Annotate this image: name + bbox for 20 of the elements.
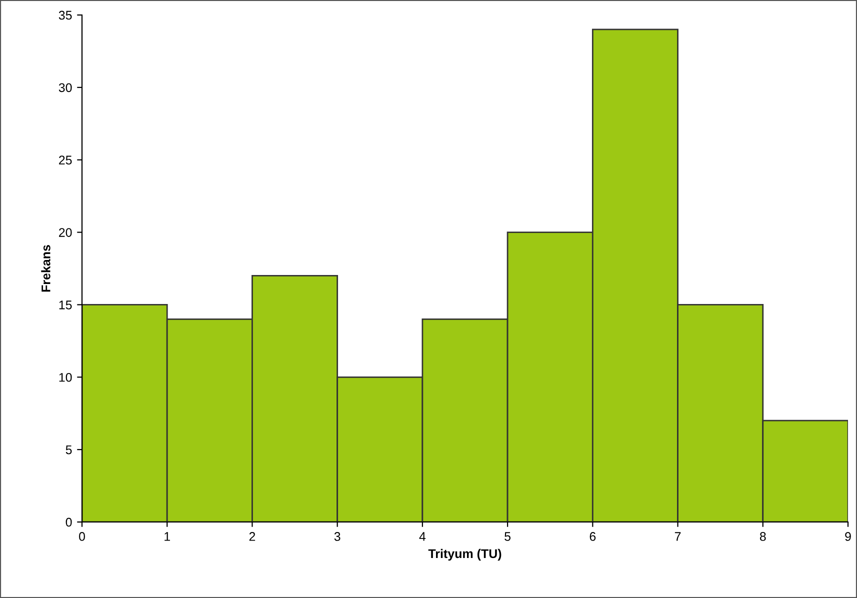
y-tick-label: 35 — [58, 10, 72, 20]
y-tick-label: 0 — [66, 518, 72, 527]
x-axis-title: Trityum (TU) — [428, 548, 502, 561]
x-tick-label: 5 — [504, 532, 511, 541]
x-tick-label: 3 — [334, 532, 340, 541]
y-tick-label: 10 — [59, 372, 72, 382]
y-tick-label: 15 — [59, 300, 72, 310]
y-tick-label: 25 — [59, 156, 72, 165]
y-tick-label: 20 — [59, 228, 72, 237]
x-tick-label: 7 — [674, 532, 681, 541]
x-tick-label: 4 — [419, 532, 426, 541]
x-tick-label: 6 — [590, 532, 596, 541]
x-tick-label: 1 — [164, 532, 170, 541]
y-tick-label: 30 — [58, 83, 72, 92]
x-tick-label: 8 — [760, 532, 766, 541]
x-tick-label: 9 — [845, 532, 851, 541]
y-axis-title: Frekans — [41, 245, 50, 292]
y-tick-label: 5 — [66, 446, 72, 454]
x-tick-label: 0 — [79, 532, 85, 541]
x-tick-label: 2 — [249, 532, 256, 541]
